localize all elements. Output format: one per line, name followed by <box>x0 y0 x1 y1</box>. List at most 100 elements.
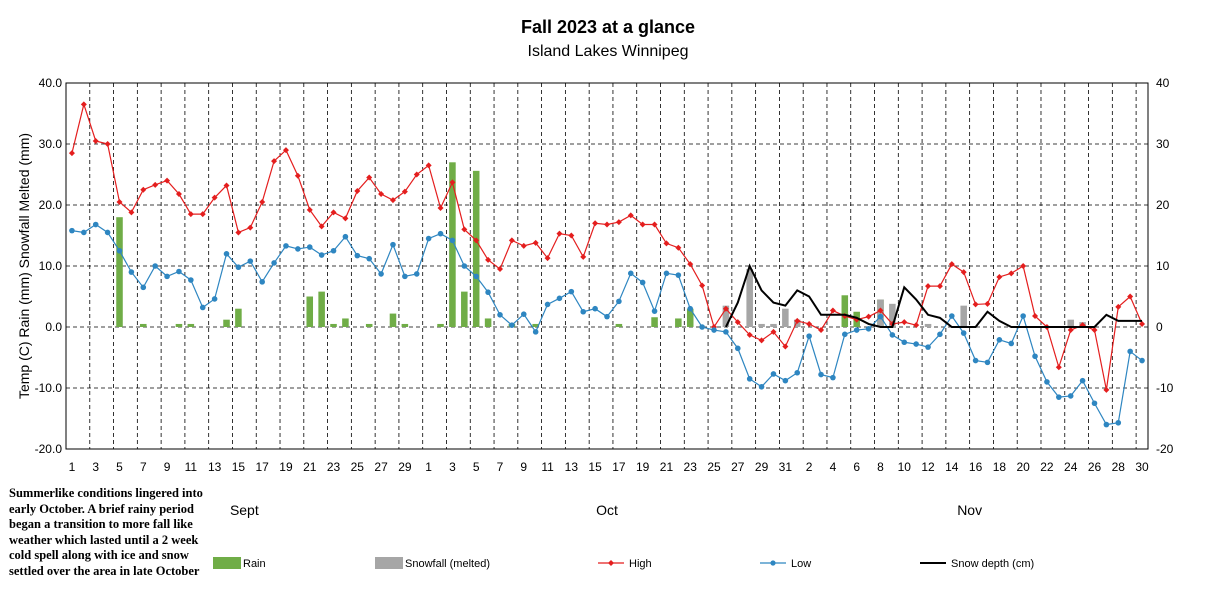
x-tick-label: 2 <box>806 460 813 474</box>
high-point <box>92 137 99 144</box>
low-point <box>271 260 277 266</box>
high-point <box>378 191 385 198</box>
legend-label-rain: Rain <box>243 558 266 570</box>
low-point <box>580 308 587 315</box>
low-point <box>842 331 848 338</box>
rain-bar <box>342 318 349 327</box>
low-point <box>1103 421 1110 428</box>
snow-depth-series-line <box>725 263 1143 328</box>
high-point <box>473 237 480 244</box>
low-point <box>711 327 717 333</box>
low-point <box>616 298 622 305</box>
snowfall-melted-bar <box>722 305 730 327</box>
high-point <box>794 317 801 324</box>
x-tick-label: 7 <box>497 460 504 474</box>
chart-annotation: Summerlike conditions lingered into earl… <box>9 486 203 578</box>
low-point <box>853 327 860 333</box>
y2-tick-label: 40 <box>1156 76 1170 90</box>
x-tick-label: 16 <box>969 460 983 474</box>
rain-bar <box>484 318 492 327</box>
rain-bar <box>401 323 409 327</box>
rain-bar <box>235 308 242 327</box>
month-label: Sept <box>230 502 259 518</box>
low-point <box>901 339 908 346</box>
low-point <box>830 374 836 381</box>
low-point <box>865 326 872 332</box>
high-point <box>247 224 254 231</box>
high-point <box>211 194 218 201</box>
low-point <box>378 271 384 277</box>
rain-bar <box>437 323 444 327</box>
low-point <box>176 268 182 275</box>
high-point <box>306 206 313 213</box>
snowfall-melted-bar <box>889 303 896 327</box>
low-point <box>1139 357 1145 364</box>
low-point <box>627 270 634 277</box>
high-point <box>948 261 955 268</box>
snowfall-melted-bar <box>746 269 753 327</box>
x-tick-label: 24 <box>1064 460 1078 474</box>
high-point <box>806 320 813 327</box>
high-point <box>140 186 147 193</box>
low-point <box>473 273 480 280</box>
rain-bar <box>330 323 337 327</box>
high-point <box>1067 327 1074 334</box>
low-point <box>69 227 75 234</box>
low-point <box>318 252 325 258</box>
x-tick-label: 12 <box>921 460 935 474</box>
legend-swatch-snowfall <box>375 557 403 569</box>
high-point <box>461 226 468 233</box>
low-point <box>128 269 135 275</box>
low-point <box>413 271 420 277</box>
low-point <box>913 341 919 347</box>
high-point <box>330 209 337 216</box>
low-point <box>1008 340 1015 347</box>
high-point <box>223 182 230 189</box>
high-point <box>401 188 408 195</box>
y-tick-label: 10.0 <box>39 259 63 273</box>
x-tick-label: 20 <box>1016 460 1030 474</box>
x-tick-label: 11 <box>185 460 198 474</box>
low-point <box>996 337 1003 343</box>
low-point <box>509 322 515 328</box>
high-point <box>568 232 575 239</box>
low-point <box>1056 394 1062 400</box>
high-point <box>675 244 682 251</box>
chart-title: Fall 2023 at a glance <box>521 17 695 37</box>
rain-bar <box>223 319 230 327</box>
x-tick-label: 5 <box>473 460 480 474</box>
high-point <box>936 283 943 290</box>
rain-bar <box>116 217 123 327</box>
high-point <box>389 197 396 204</box>
high-point <box>663 240 670 247</box>
high-point <box>342 215 349 222</box>
low-point <box>1067 393 1074 399</box>
low-point <box>390 241 396 248</box>
x-tick-label: 30 <box>1135 460 1149 474</box>
x-tick-label: 1 <box>69 460 76 474</box>
month-label: Oct <box>596 502 618 518</box>
low-point <box>259 279 265 285</box>
x-tick-label: 15 <box>588 460 602 474</box>
high-point <box>259 198 266 205</box>
y-tick-label: 0.0 <box>45 320 62 334</box>
snowfall-melted-bar <box>758 323 765 327</box>
low-point <box>675 272 682 278</box>
low-point <box>758 383 765 390</box>
low-point <box>568 288 575 295</box>
low-point <box>889 332 896 338</box>
snowfall-melted-bar <box>782 308 789 327</box>
high-point <box>128 209 135 216</box>
high-point <box>972 301 979 308</box>
rain-bar <box>318 291 325 327</box>
grid <box>66 83 1148 449</box>
legend: Rain Snowfall (melted) High Low Snow depth (… <box>213 557 1034 570</box>
low-point <box>806 333 812 339</box>
x-tick-label: 22 <box>1040 460 1054 474</box>
x-tick-label: 17 <box>256 460 270 474</box>
y2-tick-label: 20 <box>1156 198 1170 212</box>
high-point <box>116 198 123 205</box>
rain-bar <box>675 318 682 327</box>
low-point <box>402 273 408 280</box>
